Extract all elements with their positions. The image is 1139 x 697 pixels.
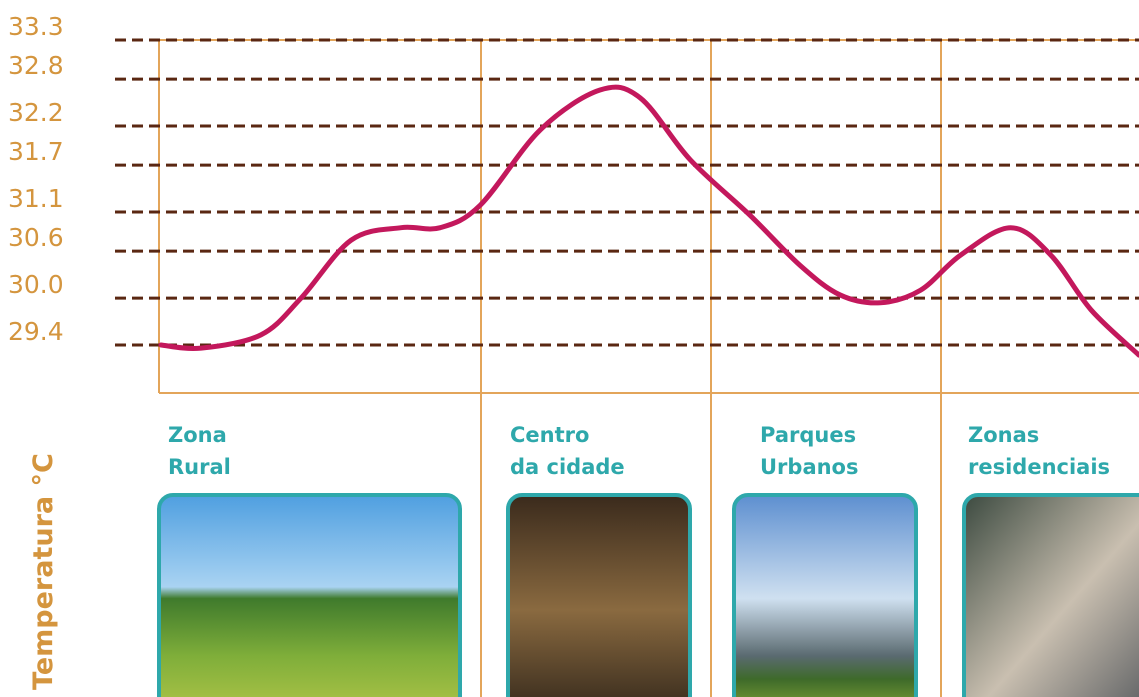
y-tick-label: 31.1: [8, 184, 64, 213]
y-tick-label: 30.0: [8, 270, 64, 299]
zone-label: Zona: [168, 423, 227, 447]
zone-label: Zonas: [968, 423, 1039, 447]
y-tick-label: 32.8: [8, 51, 64, 80]
photo-city: [506, 493, 692, 697]
y-tick-label: 33.3: [8, 12, 64, 41]
zone-label: Centro: [510, 423, 589, 447]
y-tick-label: 32.2: [8, 98, 64, 127]
zone-label: da cidade: [510, 455, 625, 479]
y-tick-label: 29.4: [8, 317, 64, 346]
zone-label: Parques: [760, 423, 856, 447]
zone-label: Urbanos: [760, 455, 859, 479]
y-axis-label: Temperatura °C: [28, 453, 59, 690]
photo-rural: [157, 493, 462, 697]
y-tick-label: 31.7: [8, 137, 64, 166]
photos: [157, 493, 1139, 697]
photo-residential: [962, 493, 1139, 697]
photo-park: [732, 493, 918, 697]
zone-label: Rural: [168, 455, 231, 479]
zone-label: residenciais: [968, 455, 1110, 479]
y-tick-label: 30.6: [8, 223, 64, 252]
temperature-line: [158, 84, 1139, 358]
